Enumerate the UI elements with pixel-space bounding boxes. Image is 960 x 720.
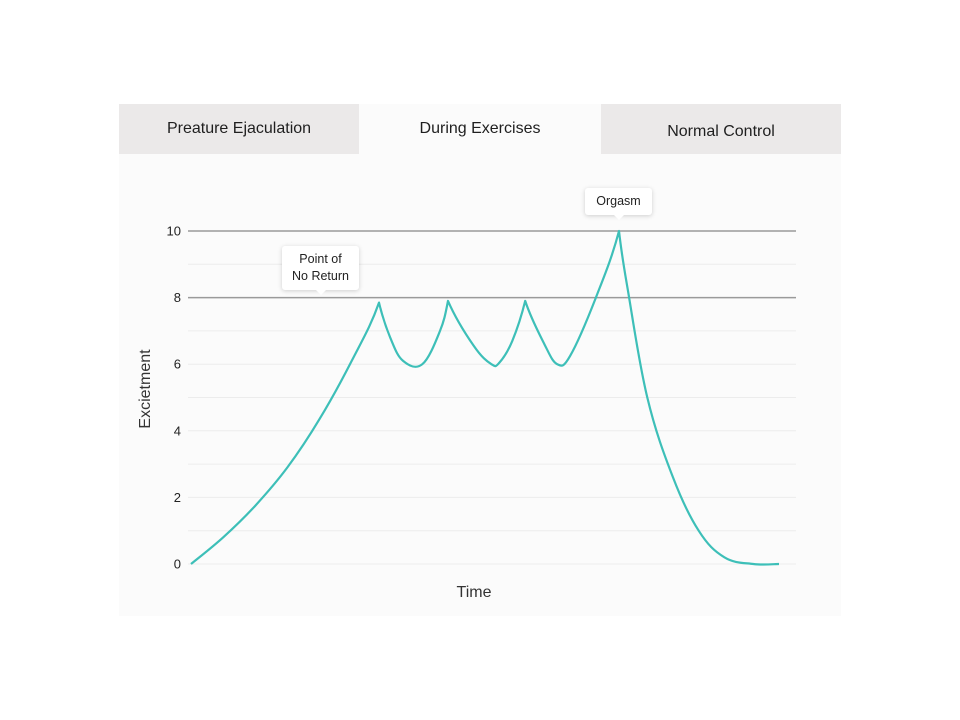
y-tick-label: 6: [174, 357, 181, 372]
series-layer: [190, 229, 780, 566]
y-tick-label: 0: [174, 557, 181, 572]
callout-line-1: Point of: [299, 252, 342, 266]
y-tick-label: 10: [167, 224, 181, 239]
y-tick-labels: 0 2 4 6 8 10: [167, 224, 181, 572]
y-tick-label: 4: [174, 423, 181, 438]
point-of-no-return-callout: Point of No Return: [282, 246, 359, 295]
callout-text: Orgasm: [596, 194, 641, 208]
callout-line-2: No Return: [292, 269, 349, 283]
x-axis-label: Time: [457, 584, 492, 601]
tab-premature-ejaculation[interactable]: Preature Ejaculation: [119, 104, 359, 154]
grid-layer: [188, 230, 796, 565]
tab-normal-control[interactable]: Normal Control: [601, 104, 841, 154]
tab-during-exercises[interactable]: During Exercises: [359, 104, 601, 154]
tab-bar: Preature Ejaculation During Exercises No…: [119, 104, 841, 154]
y-tick-label: 8: [174, 290, 181, 305]
y-axis-label: Excietment: [137, 349, 154, 429]
excitement-series-line: [190, 229, 780, 566]
y-tick-label: 2: [174, 490, 181, 505]
orgasm-callout: Orgasm: [585, 188, 652, 220]
